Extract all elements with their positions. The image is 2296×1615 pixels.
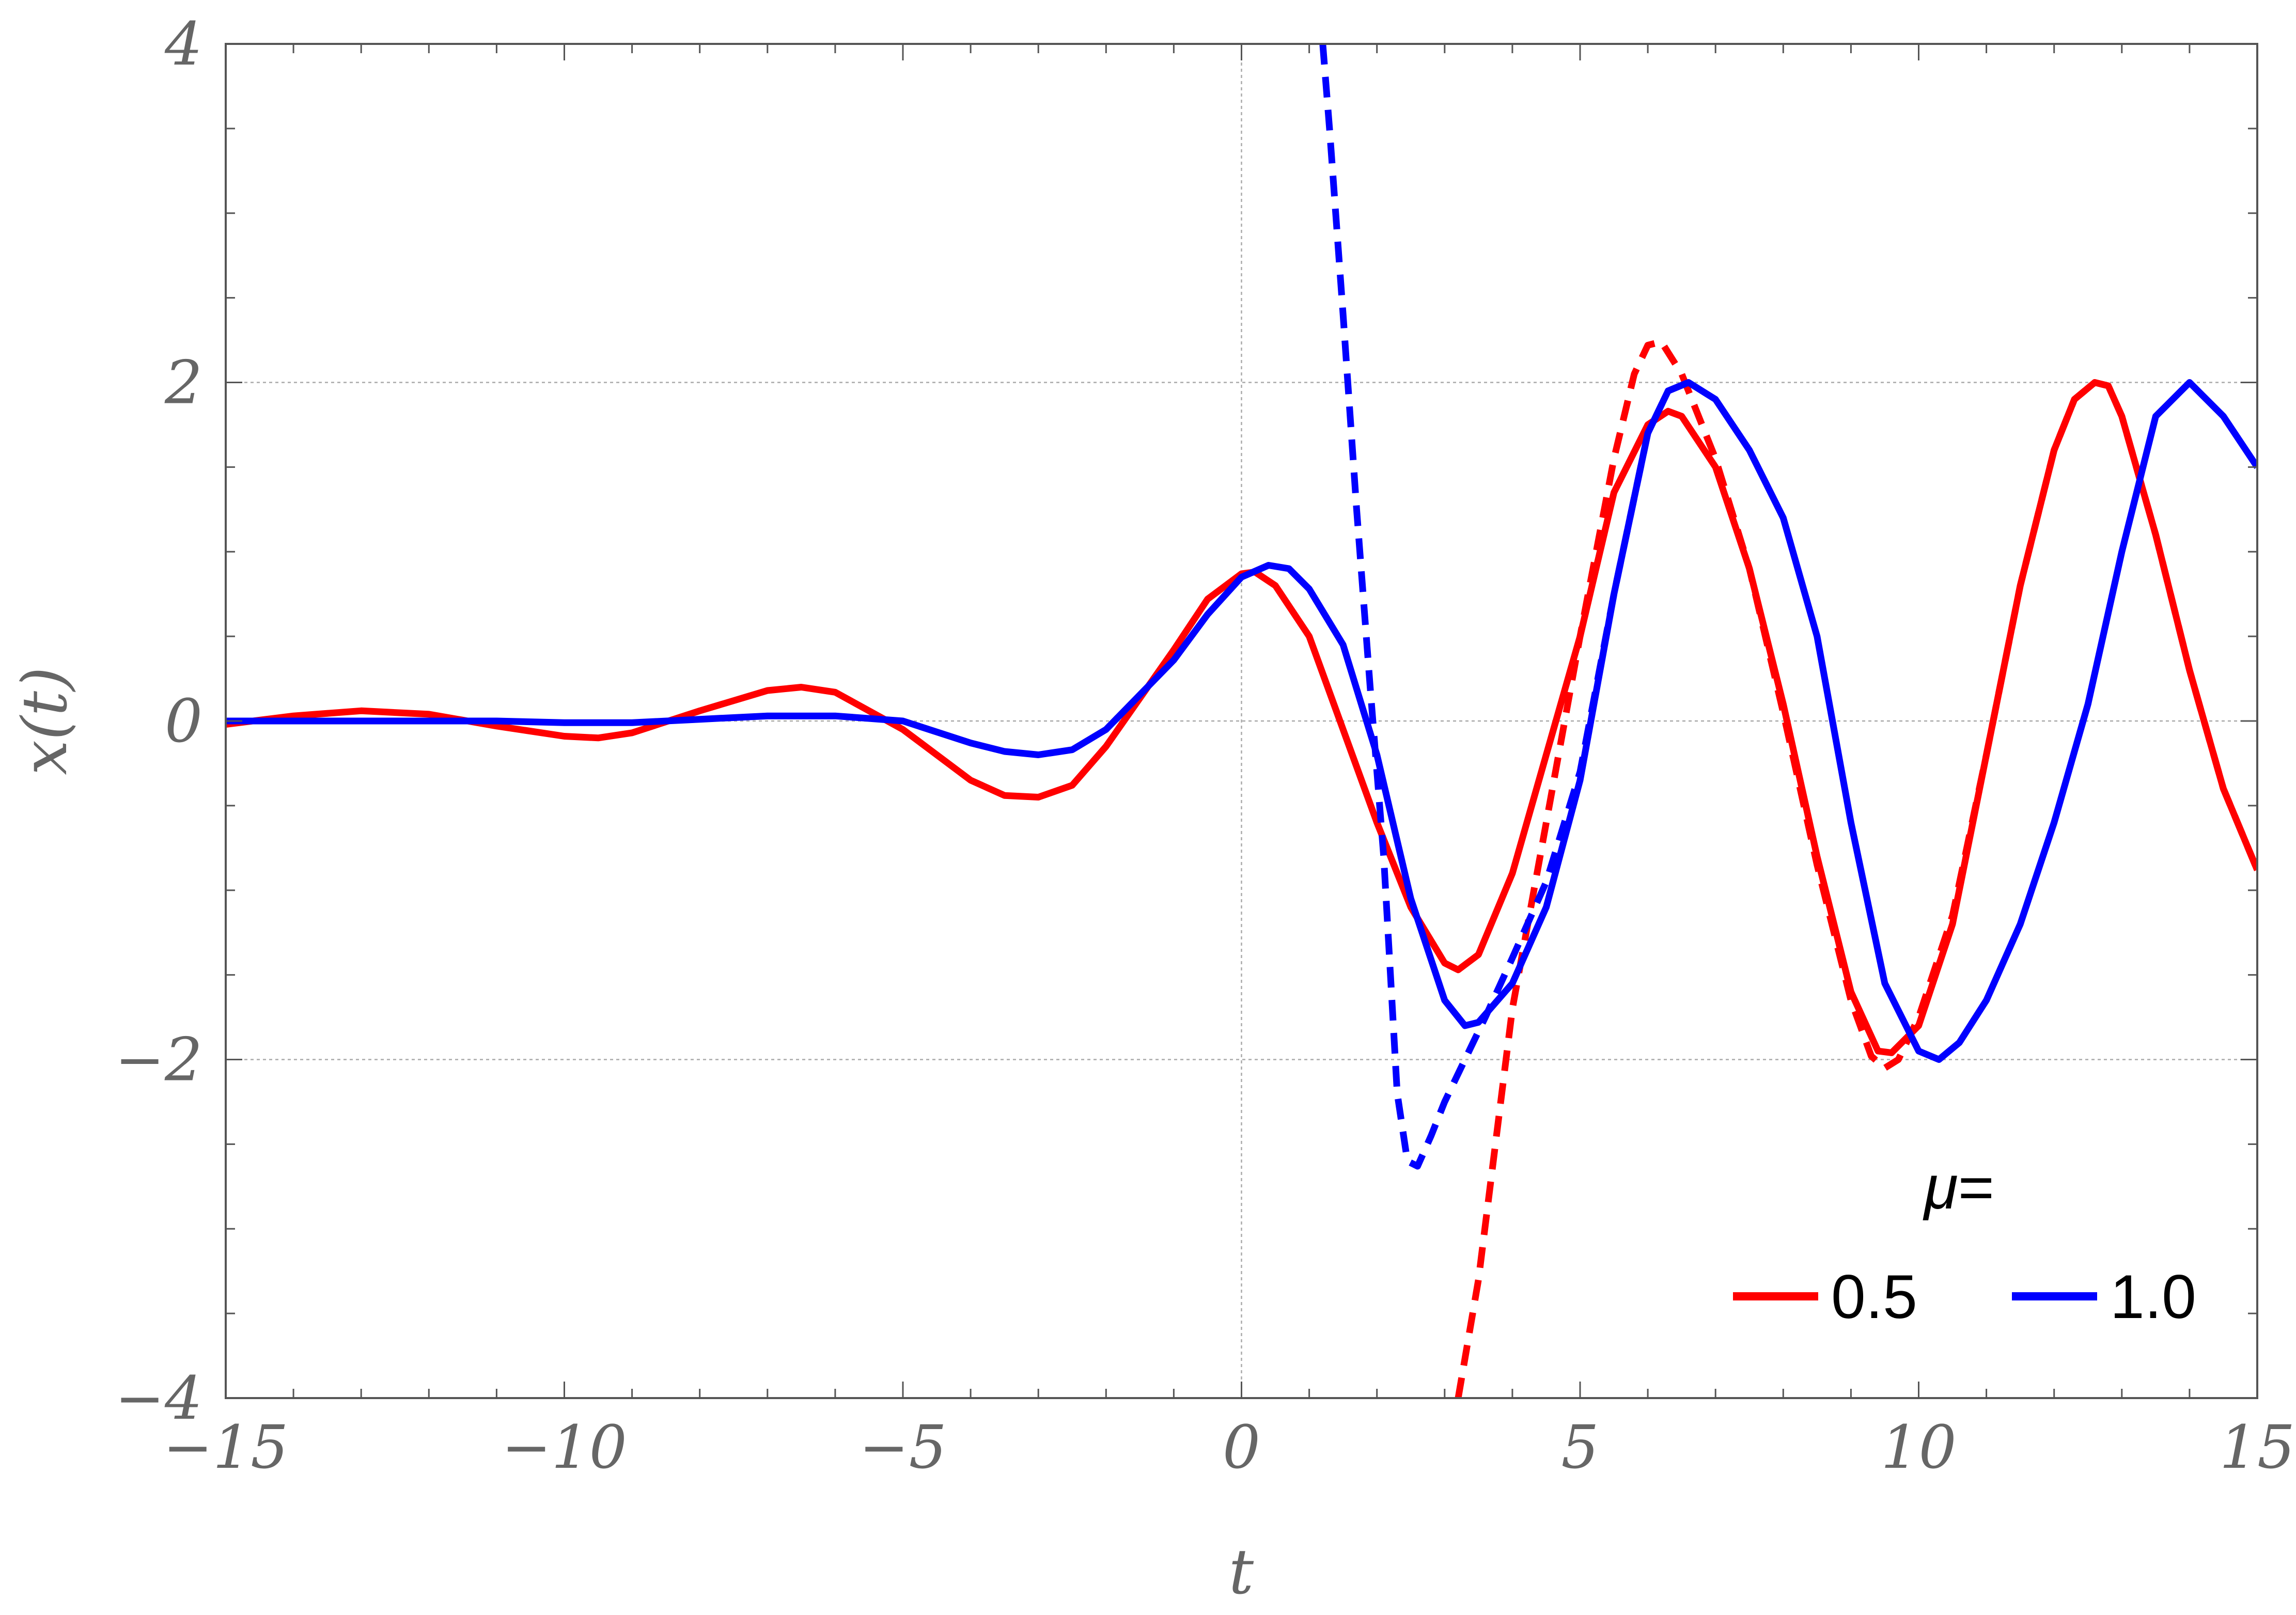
legend-title: μ= — [1923, 1153, 1994, 1222]
x-tick-label: −15 — [163, 1413, 289, 1482]
legend-title-suffix: = — [1958, 1153, 1994, 1222]
x-tick-label: −10 — [502, 1413, 627, 1482]
grid-lines — [226, 44, 2257, 1398]
series-line-1-dashed — [1455, 338, 2257, 1398]
legend-title-symbol: μ — [1923, 1153, 1958, 1222]
y-tick-labels: −4 −2 0 2 4 — [115, 10, 202, 1433]
y-tick-label: 2 — [164, 349, 202, 418]
y-tick-label: 4 — [164, 10, 202, 79]
y-tick-label: 0 — [165, 687, 202, 756]
x-tick-label: 5 — [1561, 1413, 1599, 1482]
x-tick-label: 10 — [1881, 1413, 1956, 1482]
y-axis-title: x(t) — [9, 667, 81, 775]
tick-marks — [225, 43, 2258, 1399]
x-tick-label: 15 — [2220, 1413, 2295, 1482]
legend-label-0.5: 0.5 — [1831, 1262, 1917, 1331]
series-line-0-solid — [226, 379, 2257, 1056]
legend: μ= 0.5 1.0 — [1733, 1153, 2196, 1331]
legend-label-1.0: 1.0 — [2110, 1262, 2196, 1331]
y-tick-label: −4 — [115, 1364, 202, 1433]
x-axis-title: t — [1229, 1536, 1254, 1608]
series-lines — [226, 44, 2257, 1398]
series-line-3-dashed — [1319, 44, 1690, 1170]
series-line-2-solid — [226, 379, 2257, 1063]
y-tick-label: −2 — [115, 1026, 202, 1095]
x-tick-label: −5 — [859, 1413, 947, 1482]
x-tick-label: 0 — [1223, 1413, 1260, 1482]
x-tick-labels: −15 −10 −5 0 5 10 15 — [163, 1413, 2295, 1482]
